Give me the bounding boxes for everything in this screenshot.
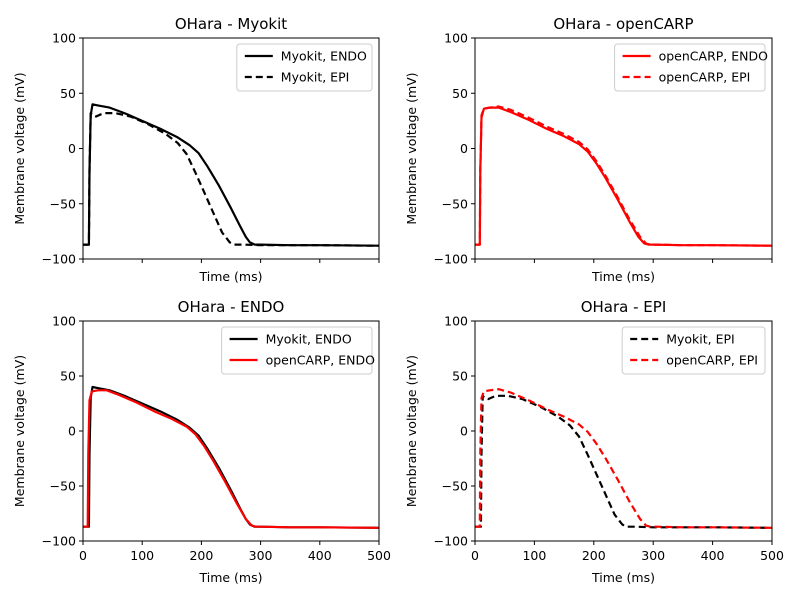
x-tick-label: 300 bbox=[249, 548, 273, 563]
y-tick-label: 50 bbox=[452, 86, 468, 101]
series-line-2 bbox=[83, 111, 379, 247]
legend-entry-label: openCARP, ENDO bbox=[266, 353, 376, 368]
legend-frame bbox=[221, 326, 373, 375]
y-axis-label: Membrane voltage (mV) bbox=[12, 355, 27, 507]
x-axis-label: Time (ms) bbox=[198, 570, 262, 585]
x-tick-label: 0 bbox=[79, 548, 87, 563]
series-line-2 bbox=[83, 389, 379, 529]
series-line-1 bbox=[83, 103, 379, 247]
x-tick-label: 0 bbox=[471, 548, 479, 563]
x-tick-label: 500 bbox=[760, 548, 784, 563]
x-axis-label: Time (ms) bbox=[198, 269, 262, 284]
x-tick-label: 400 bbox=[308, 548, 332, 563]
y-tick-label: −100 bbox=[434, 534, 468, 549]
x-axis-label: Time (ms) bbox=[591, 269, 655, 284]
series-group bbox=[83, 103, 379, 247]
x-tick-label: 100 bbox=[130, 548, 154, 563]
y-tick-label: 100 bbox=[52, 31, 76, 46]
subplot-2: 100 50 0 −50 −100 Time (ms) Membrane voltage (… bbox=[404, 15, 773, 284]
legend-entry-label: openCARP, EPI bbox=[666, 353, 758, 368]
chart-title: OHara - EPI bbox=[581, 298, 667, 316]
y-tick-label: 0 bbox=[68, 141, 76, 156]
chart-title: OHara - Myokit bbox=[175, 15, 287, 33]
chart-title: OHara - openCARP bbox=[553, 15, 693, 33]
series-line-1 bbox=[475, 394, 772, 529]
y-tick-label: 50 bbox=[452, 369, 468, 384]
series-group bbox=[475, 105, 772, 247]
legend-entry-label: openCARP, ENDO bbox=[659, 49, 769, 64]
y-tick-label: −50 bbox=[50, 196, 76, 211]
legend: Myokit, EPI openCARP, EPI bbox=[621, 326, 766, 375]
legend-entry-label: Myokit, EPI bbox=[666, 332, 735, 347]
series-line-2 bbox=[475, 105, 772, 247]
y-tick-label: −50 bbox=[50, 479, 76, 494]
legend: Myokit, ENDO openCARP, ENDO bbox=[221, 326, 376, 375]
y-tick-label: 0 bbox=[460, 141, 468, 156]
x-axis-label: Time (ms) bbox=[591, 570, 655, 585]
y-tick-label: −100 bbox=[42, 534, 76, 549]
legend-entry-label: Myokit, ENDO bbox=[281, 49, 367, 64]
y-axis-label: Membrane voltage (mV) bbox=[12, 72, 27, 224]
y-tick-label: −100 bbox=[434, 252, 468, 267]
x-tick-label: 300 bbox=[641, 548, 665, 563]
legend-frame bbox=[614, 43, 766, 92]
y-tick-label: −50 bbox=[442, 479, 468, 494]
chart-title: OHara - ENDO bbox=[178, 298, 285, 316]
series-line-1 bbox=[83, 385, 379, 529]
y-tick-label: 0 bbox=[68, 424, 76, 439]
x-tick-label: 200 bbox=[189, 548, 213, 563]
y-tick-label: 50 bbox=[60, 86, 76, 101]
y-axis-label: Membrane voltage (mV) bbox=[404, 355, 419, 507]
x-tick-label: 500 bbox=[367, 548, 391, 563]
legend-entry-label: Myokit, ENDO bbox=[266, 332, 352, 347]
x-tick-label: 400 bbox=[701, 548, 725, 563]
y-tick-label: 100 bbox=[444, 31, 468, 46]
y-tick-label: 0 bbox=[460, 424, 468, 439]
y-tick-label: −100 bbox=[42, 252, 76, 267]
series-group bbox=[475, 388, 772, 529]
x-tick-label: 200 bbox=[582, 548, 606, 563]
subplot-1: 100 50 0 −50 −100 Time (ms) Membrane voltage (… bbox=[12, 15, 380, 284]
x-tick-label: 100 bbox=[522, 548, 546, 563]
legend: openCARP, ENDO openCARP, EPI bbox=[614, 43, 769, 92]
series-group bbox=[83, 385, 379, 529]
y-axis-label: Membrane voltage (mV) bbox=[404, 72, 419, 224]
series-line-1 bbox=[475, 106, 772, 247]
legend: Myokit, ENDO Myokit, EPI bbox=[236, 43, 373, 92]
y-tick-label: −50 bbox=[442, 196, 468, 211]
y-tick-label: 50 bbox=[60, 369, 76, 384]
legend-entry-label: openCARP, EPI bbox=[659, 70, 751, 85]
y-tick-label: 100 bbox=[444, 314, 468, 329]
series-line-2 bbox=[475, 388, 772, 529]
legend-entry-label: Myokit, EPI bbox=[281, 70, 350, 85]
y-tick-label: 100 bbox=[52, 314, 76, 329]
